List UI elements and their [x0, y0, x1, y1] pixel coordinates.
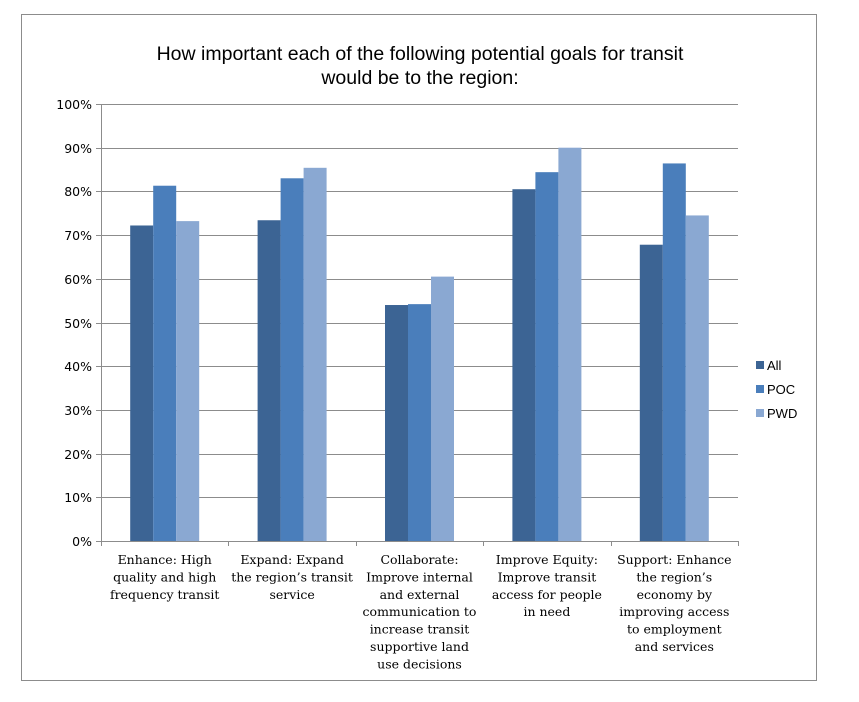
legend-swatch-pwd — [756, 409, 764, 417]
chart-title-text: How important each of the following pote… — [157, 43, 684, 89]
bar-all — [385, 305, 408, 541]
legend-label-all: All — [767, 358, 782, 373]
legend-label-poc: POC — [767, 382, 795, 397]
legend-label-pwd: PWD — [767, 406, 797, 421]
bar-all — [512, 189, 536, 541]
bar-pwd — [685, 215, 709, 541]
category-label: Support: Enhance the region’s economy by im… — [617, 552, 731, 654]
y-tick-label: 70% — [64, 228, 92, 243]
bar-pwd — [431, 276, 454, 541]
y-tick-label: 40% — [64, 359, 92, 374]
y-tick-label: 90% — [64, 141, 92, 156]
legend-swatch-poc — [756, 385, 764, 393]
bar-all — [130, 225, 154, 541]
bar-poc — [408, 304, 431, 541]
chart-frame: 0% 10% 20% 30% 40% 50% 60% 70% 80% 90% 100% Enhanc… — [21, 14, 817, 681]
axes — [96, 104, 739, 546]
bars — [130, 147, 709, 542]
y-tick-label: 50% — [64, 316, 92, 331]
category-label: Improve Equity: Improve transit access for… — [492, 552, 602, 619]
bar-pwd — [558, 147, 582, 541]
bar-poc — [153, 185, 177, 541]
y-tick-label: 20% — [64, 447, 92, 462]
bar-all — [639, 244, 663, 542]
y-axis-ticks: 0% 10% 20% 30% 40% 50% 60% 70% 80% 90% 100% — [56, 97, 92, 549]
bar-poc — [662, 163, 686, 541]
bar-all — [257, 220, 281, 541]
category-label: Expand: Expand the region’s transit servic… — [231, 552, 353, 602]
bar-chart: 0% 10% 20% 30% 40% 50% 60% 70% 80% 90% 100% Enhanc… — [56, 43, 797, 671]
y-tick-label: 0% — [72, 534, 92, 549]
x-axis-categories: Enhance: High quality and high frequency t… — [110, 552, 732, 671]
category-label: Enhance: High quality and high frequency t… — [110, 552, 219, 602]
bar-poc — [280, 178, 304, 542]
y-tick-label: 30% — [64, 403, 92, 418]
legend-swatch-all — [756, 361, 764, 369]
y-tick-label: 80% — [64, 184, 92, 199]
legend: All POC PWD — [756, 358, 797, 421]
y-tick-label: 100% — [56, 97, 92, 112]
bar-pwd — [176, 221, 200, 541]
chart-title: How important each of the following pote… — [157, 43, 684, 89]
bar-pwd — [303, 167, 327, 541]
y-tick-label: 60% — [64, 272, 92, 287]
y-tick-label: 10% — [64, 490, 92, 505]
category-label: Collaborate: Improve internal and external… — [363, 552, 477, 671]
bar-poc — [535, 172, 559, 541]
